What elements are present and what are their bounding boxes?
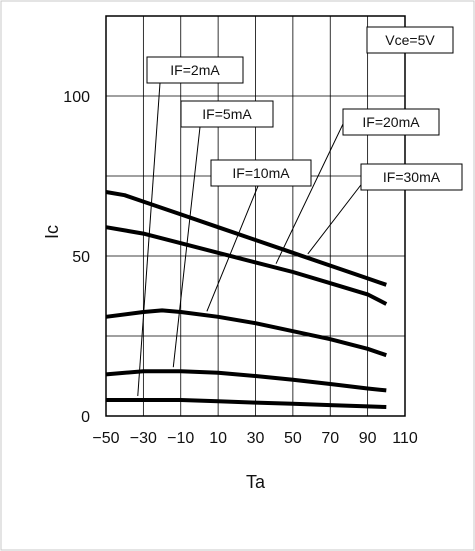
- y-tick-label: 100: [63, 89, 90, 106]
- series-line: [105, 190, 387, 287]
- series-lines: [105, 190, 388, 409]
- annotation-leaders: [137, 82, 368, 397]
- x-tick-label: 110: [392, 430, 418, 447]
- condition-label: Vce=5V: [385, 32, 435, 48]
- x-tick-label: 70: [321, 430, 339, 447]
- annotation-box: [342, 108, 440, 136]
- condition-box-frame: [366, 26, 454, 54]
- series-line: [105, 308, 387, 358]
- leader-line: [137, 82, 161, 397]
- annotation-box: [360, 163, 463, 191]
- annotation-label: IF=2mA: [170, 62, 220, 78]
- y-tick-label: 50: [72, 249, 90, 266]
- x-tick-label: 10: [209, 430, 227, 447]
- annotation-label: IF=10mA: [232, 165, 290, 181]
- annotation-box: [146, 56, 244, 84]
- x-axis-label: Ta: [246, 472, 266, 492]
- annotation-label: IF=20mA: [362, 114, 420, 130]
- series-line: [105, 225, 388, 306]
- y-tick-label: 0: [81, 409, 90, 426]
- y-axis-label: Ic: [42, 225, 62, 239]
- leader-line: [307, 176, 368, 255]
- x-tick-label: 30: [247, 430, 265, 447]
- x-tick-label: −10: [167, 430, 194, 447]
- x-tick-label: −30: [130, 430, 157, 447]
- series-line: [106, 398, 387, 409]
- leader-line: [206, 185, 259, 312]
- condition-box: Vce=5V: [366, 26, 454, 54]
- annotation-box: [210, 159, 312, 187]
- annotation-label: IF=30mA: [383, 169, 441, 185]
- series-line: [105, 369, 387, 393]
- annotation-box: [180, 100, 274, 128]
- x-tick-label: −50: [92, 430, 119, 447]
- tick-labels: −50 −30 −10 10 30 50 70 90 110 0 50 100: [63, 89, 418, 447]
- annotation-label: IF=5mA: [202, 106, 252, 122]
- x-tick-label: 50: [284, 430, 302, 447]
- plot-frame: [105, 15, 406, 417]
- x-tick-label: 90: [359, 430, 377, 447]
- leader-line: [172, 126, 201, 368]
- leader-line: [275, 123, 344, 264]
- annotation-labels: IF=2mA IF=5mA IF=10mA IF=20mA IF=30mA: [146, 56, 463, 191]
